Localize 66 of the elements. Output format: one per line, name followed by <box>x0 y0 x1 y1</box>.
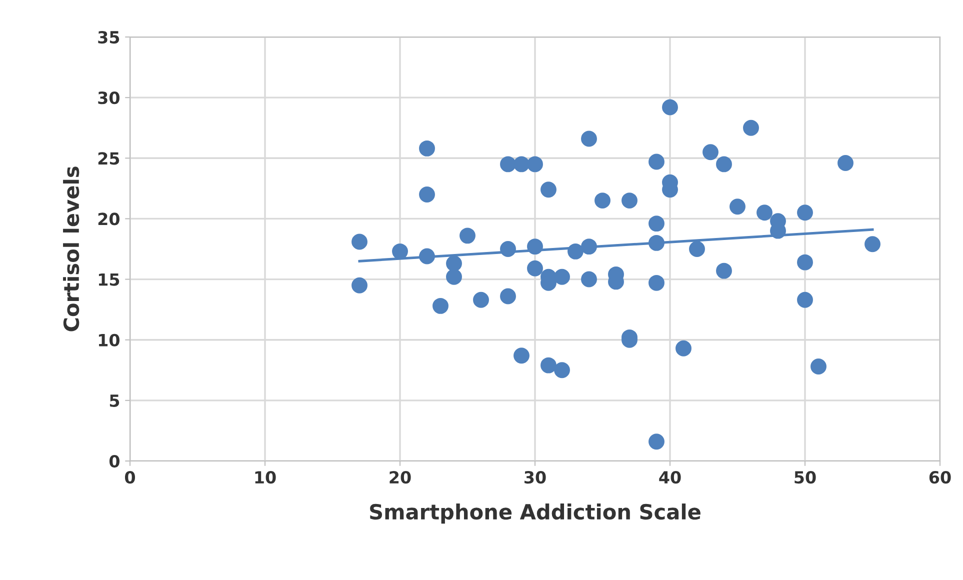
point <box>648 216 664 232</box>
x-tick-label: 30 <box>524 471 546 484</box>
point <box>797 254 813 270</box>
point <box>594 192 610 209</box>
point <box>500 156 516 172</box>
x-axis-title: Smartphone Addiction Scale <box>370 504 700 524</box>
point <box>797 204 813 221</box>
point <box>352 234 368 250</box>
point <box>446 256 462 272</box>
point <box>392 243 408 260</box>
point <box>730 198 746 215</box>
point <box>581 238 597 255</box>
point <box>581 130 597 147</box>
point <box>756 204 772 221</box>
x-tick-label: 0 <box>125 471 135 484</box>
point <box>716 262 732 279</box>
x-tick-label: 40 <box>659 471 681 484</box>
point <box>648 434 664 450</box>
point <box>527 260 543 276</box>
x-tick-label: 10 <box>255 471 276 484</box>
point <box>432 298 448 314</box>
point <box>864 236 880 252</box>
point <box>500 288 516 304</box>
point <box>352 277 368 294</box>
y-tick-label: 35 <box>98 30 120 44</box>
y-tick-label: 25 <box>98 152 120 165</box>
point <box>838 155 854 171</box>
point <box>716 156 732 172</box>
y-axis-title: Cortisol levels <box>63 166 80 332</box>
point <box>810 358 826 374</box>
x-tick-label: 20 <box>390 471 411 484</box>
point <box>419 248 435 264</box>
point <box>676 340 692 356</box>
y-tick-label: 10 <box>98 334 120 346</box>
point <box>648 154 664 170</box>
y-tick-label: 20 <box>98 212 120 226</box>
point <box>662 99 678 116</box>
point <box>702 144 718 160</box>
point <box>419 140 435 156</box>
point <box>460 228 476 244</box>
point <box>540 182 556 198</box>
x-tick-label: 50 <box>794 471 816 484</box>
point <box>419 186 435 202</box>
point <box>797 292 813 308</box>
point <box>648 234 664 251</box>
point <box>648 274 664 291</box>
point <box>540 357 556 374</box>
x-tick-label: 60 <box>929 471 951 484</box>
y-tick-label: 30 <box>98 92 120 104</box>
point <box>581 271 597 288</box>
point <box>473 292 489 308</box>
point <box>689 241 705 257</box>
y-tick-label: 5 <box>110 394 120 407</box>
point <box>568 243 584 260</box>
y-tick-label: 0 <box>109 454 120 468</box>
point <box>514 348 530 364</box>
point <box>554 362 570 378</box>
point <box>514 156 530 172</box>
point <box>622 192 638 209</box>
point <box>446 268 462 285</box>
point <box>500 241 516 257</box>
point <box>743 120 759 136</box>
point <box>527 156 543 172</box>
point <box>554 268 570 285</box>
y-tick-label: 15 <box>98 273 120 286</box>
point <box>527 238 543 255</box>
